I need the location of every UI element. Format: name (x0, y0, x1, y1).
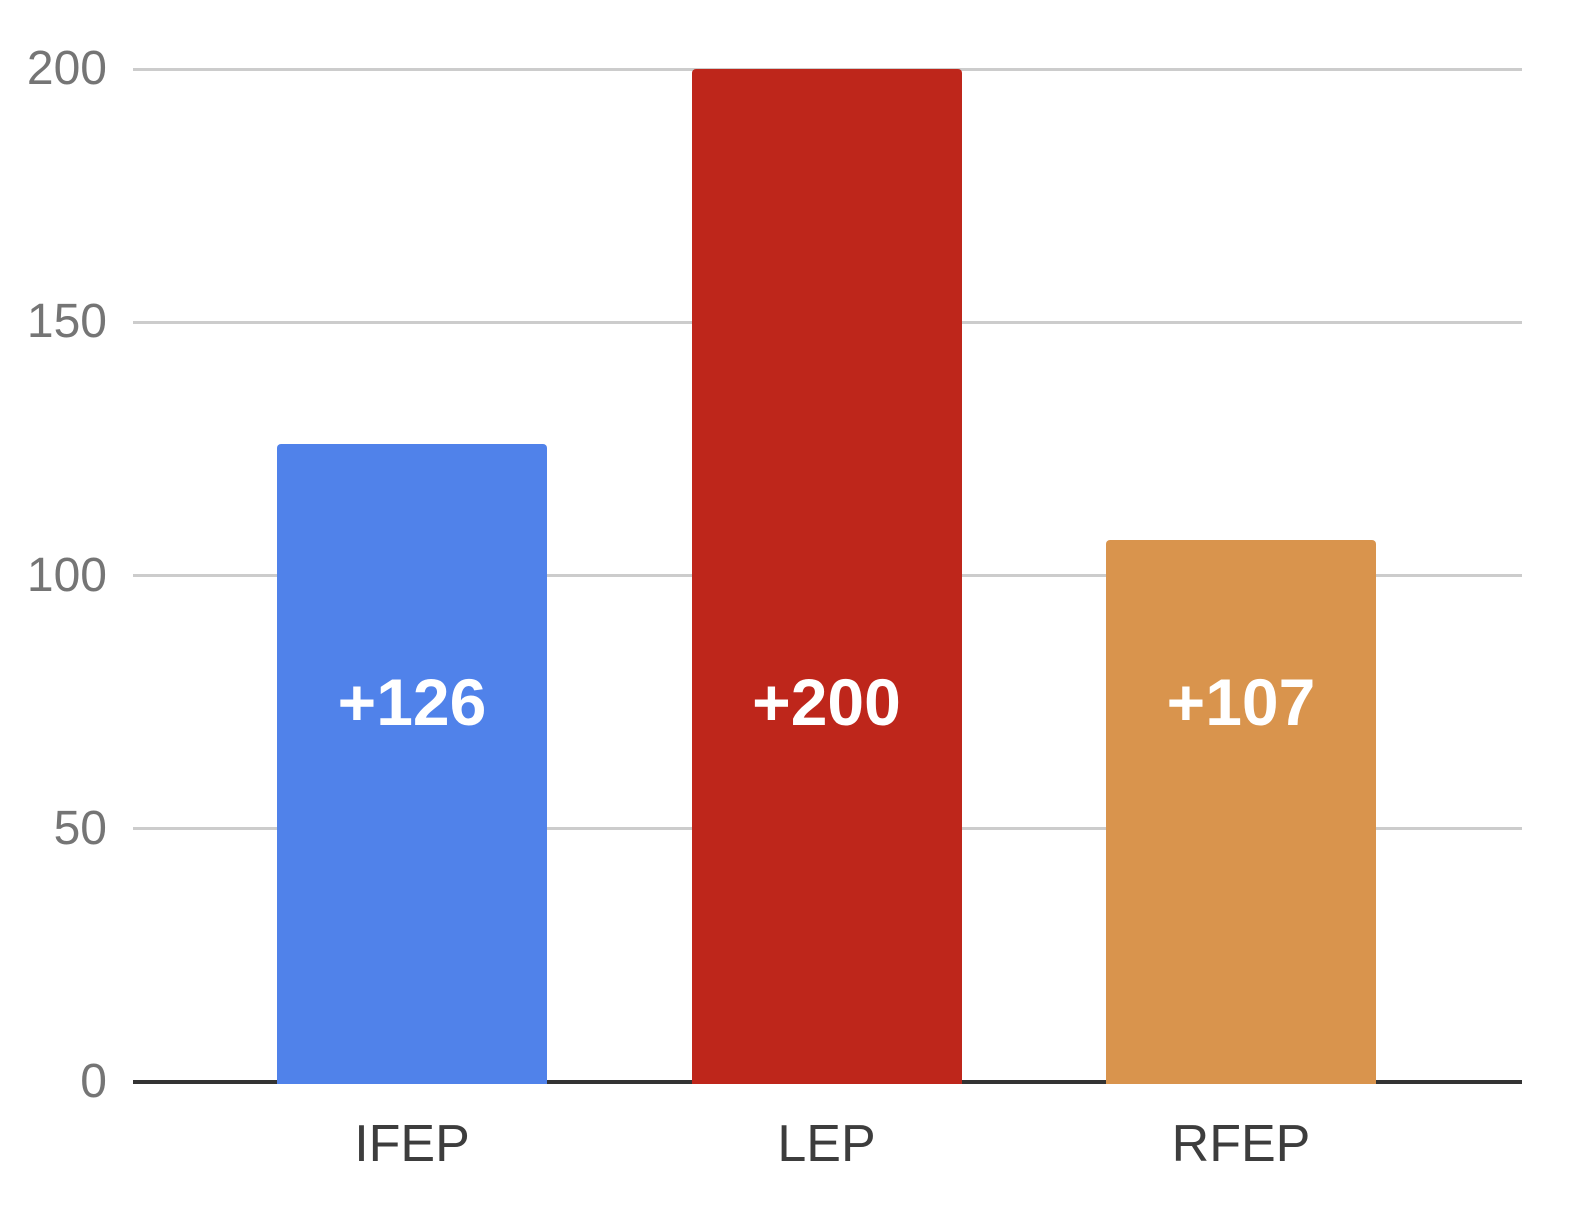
bar-value-label-ifep: +126 (337, 665, 487, 739)
bar-value-label-rfep: +107 (1166, 665, 1316, 739)
x-axis-label-rfep: RFEP (1171, 1115, 1311, 1173)
y-axis-tick-label: 0 (80, 1055, 107, 1108)
y-axis-tick-label: 150 (26, 295, 107, 349)
x-axis-label-lep: LEP (777, 1115, 876, 1173)
bar-lep (691, 69, 962, 1084)
y-axis-tick-label: 100 (26, 548, 107, 602)
y-axis-tick-label: 200 (26, 42, 107, 95)
bar-ifep (277, 443, 547, 1084)
bar-value-label-lep: +200 (752, 665, 901, 739)
x-axis-label-ifep: IFEP (354, 1115, 470, 1173)
bar-rfep (1106, 540, 1376, 1084)
y-axis-tick-label: 50 (53, 801, 107, 855)
